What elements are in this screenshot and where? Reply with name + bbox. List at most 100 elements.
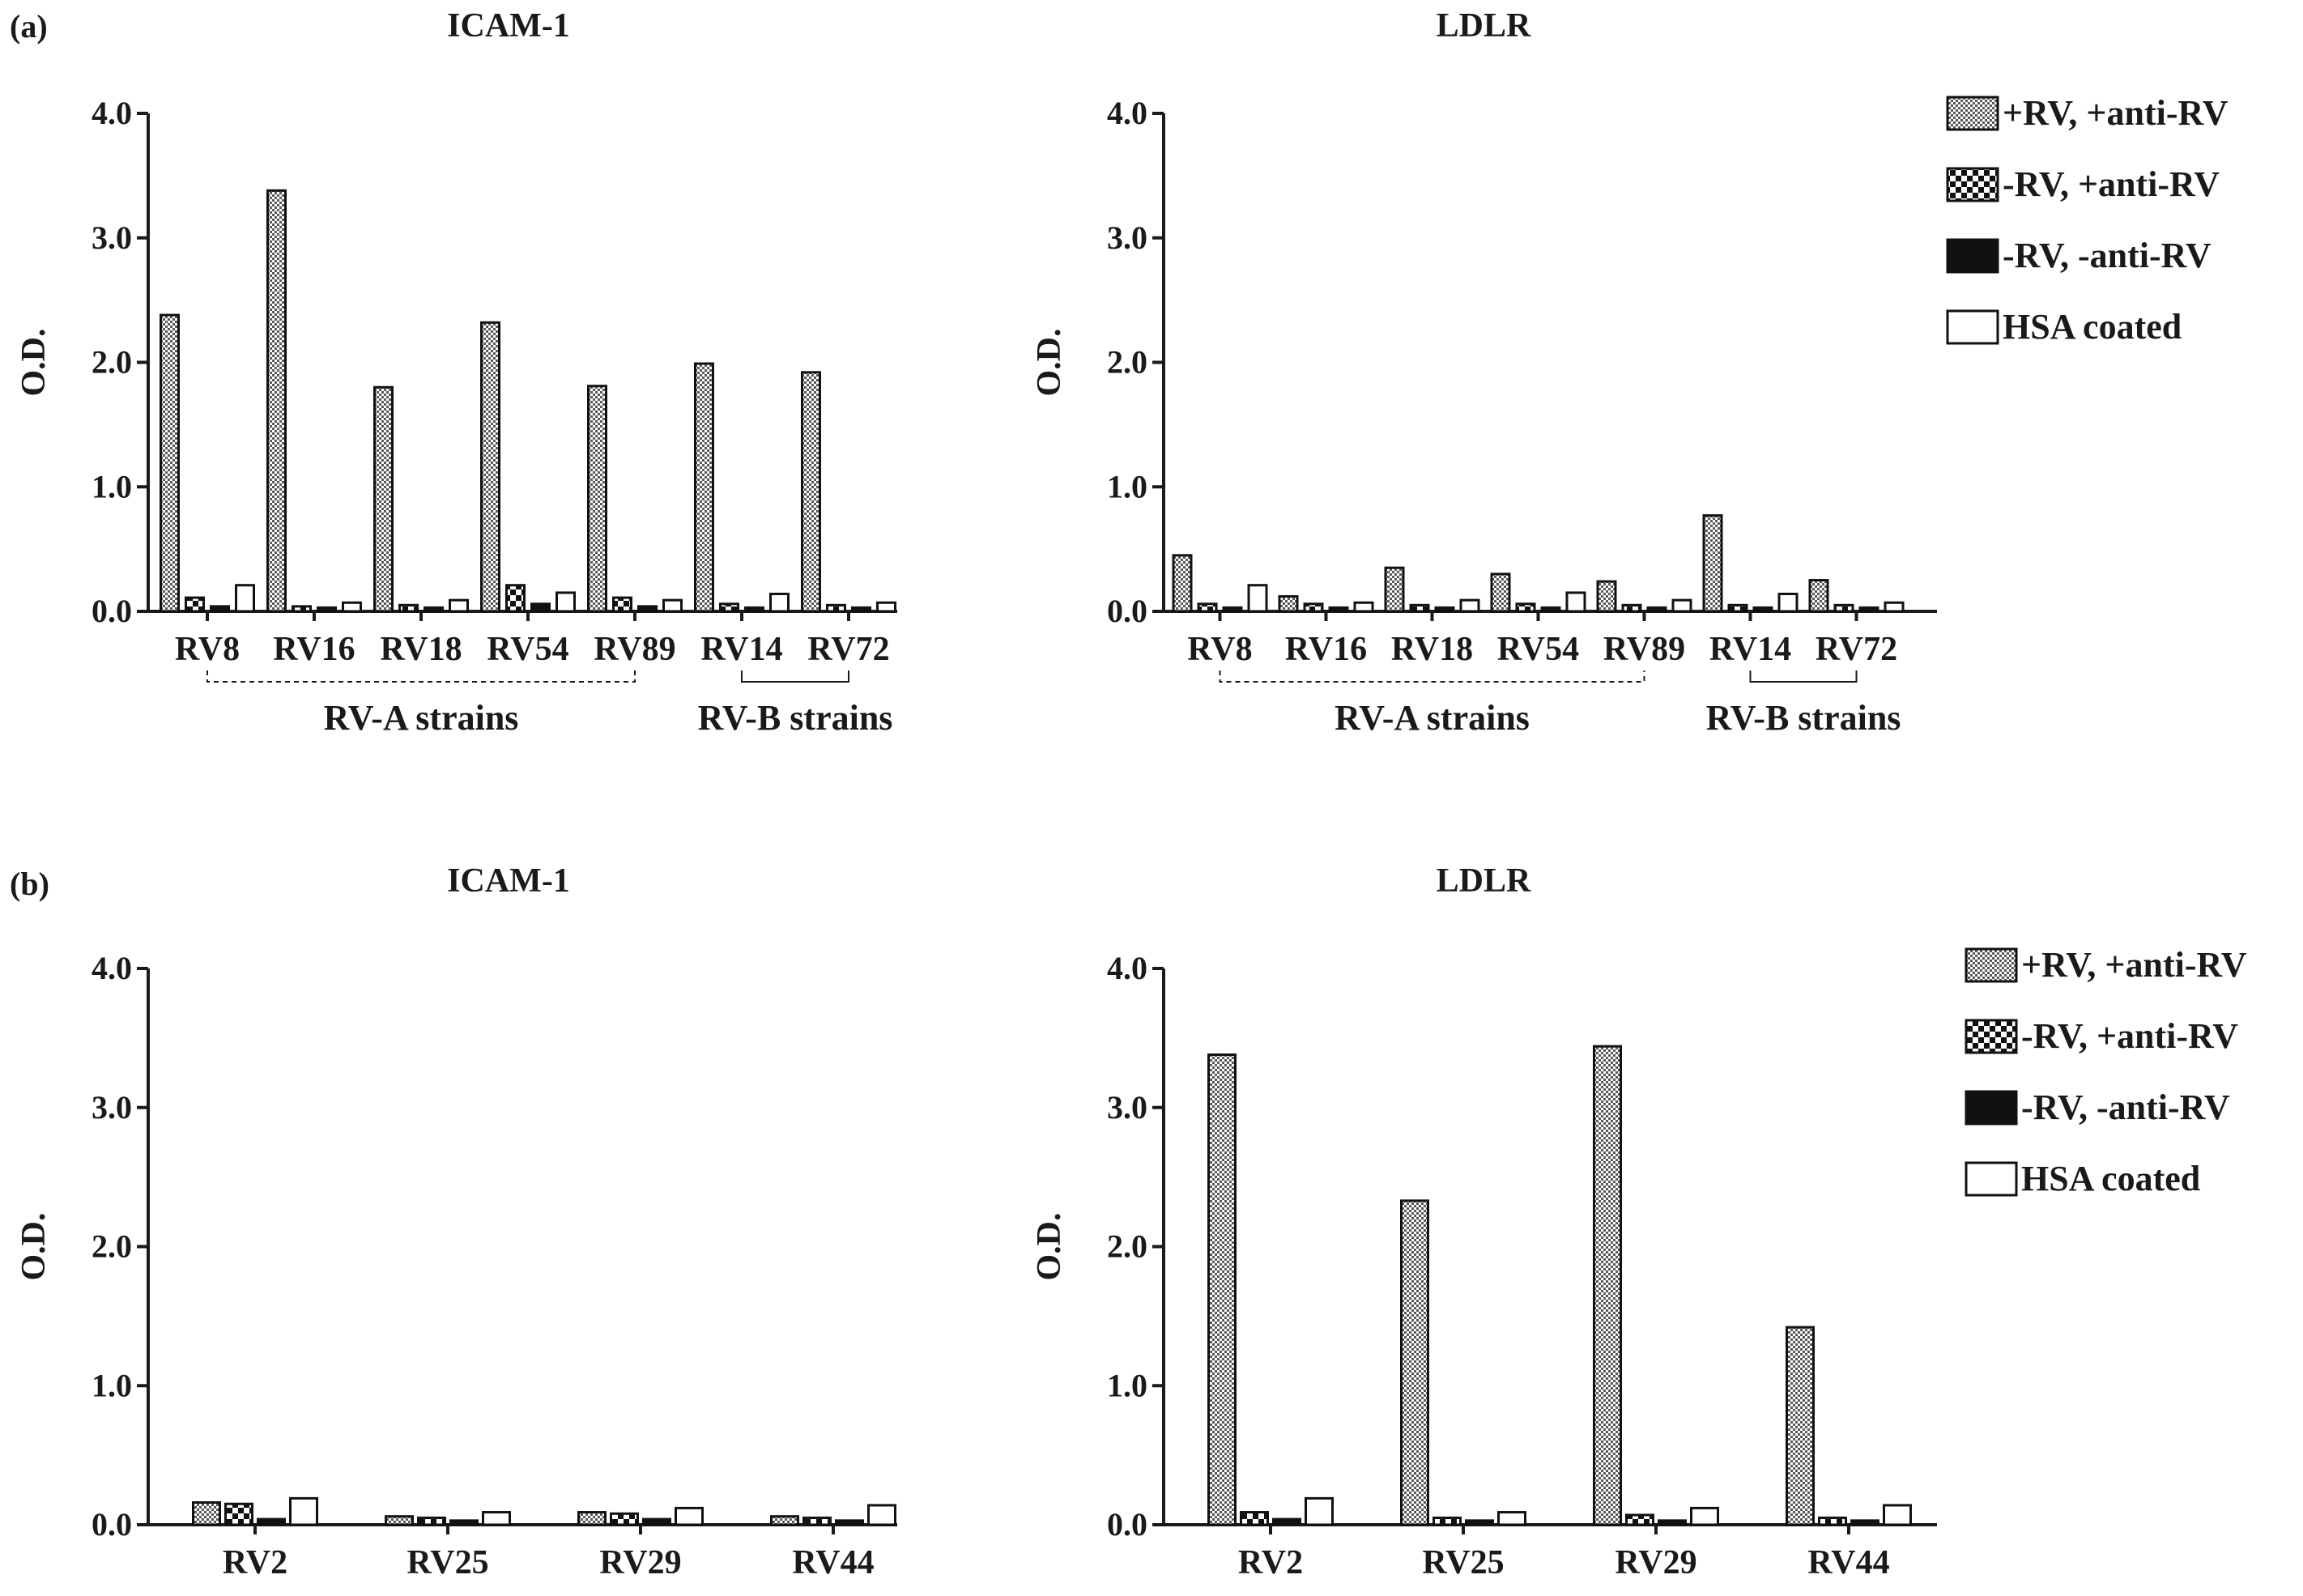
x-tick-label: RV44 <box>1807 1544 1889 1581</box>
bar-RV16-s3 <box>1328 606 1349 613</box>
legend-swatch <box>1946 167 1999 202</box>
charts-layer: ICAM-1 O.D. 0.0 1.0 2.0 3.0 4.0 RV8 RV16 RV18 RV54… <box>15 7 2247 1581</box>
bar-RV14-s4 <box>769 592 790 613</box>
bar-RV8-s3 <box>210 605 230 613</box>
group-label: RV-A strains <box>1335 698 1530 738</box>
y-tick-label: 2.0 <box>92 344 132 381</box>
legend-label: +RV, +anti-RV <box>2021 945 2247 985</box>
bar-RV8-s1 <box>1172 554 1193 613</box>
x-tick-label: RV14 <box>1709 631 1791 668</box>
x-tick-label: RV29 <box>599 1544 681 1581</box>
bar-RV72-s4 <box>876 601 896 613</box>
legend-swatch <box>1965 1161 2018 1197</box>
bar-RV25-s4 <box>482 1511 511 1526</box>
legend-swatch <box>1965 1019 2018 1054</box>
x-tick-label: RV8 <box>175 631 240 668</box>
legend: +RV, +anti-RV -RV, +anti-RV -RV, -anti-RV H… <box>1946 93 2229 347</box>
legend-swatch <box>1946 96 1999 131</box>
bar-RV2-s2 <box>224 1502 253 1526</box>
bar-RV2-s1 <box>192 1501 221 1526</box>
bar-RV8-s4 <box>235 584 255 613</box>
group-bracket <box>1749 670 1858 683</box>
bar-RV16-s2 <box>292 605 312 613</box>
group-bracket <box>1219 670 1645 683</box>
bar-RV8-s2 <box>1197 602 1218 613</box>
legend-label: -RV, +anti-RV <box>2003 164 2220 204</box>
y-tick-label: 2.0 <box>1107 1228 1147 1265</box>
legend-swatch <box>1965 1090 2018 1126</box>
y-tick-label: 3.0 <box>92 219 132 256</box>
bar-RV14-s3 <box>744 606 764 613</box>
bar-RV25-s1 <box>385 1515 414 1526</box>
bar-RV2-s3 <box>1272 1517 1301 1526</box>
bar-RV44-s2 <box>1818 1516 1847 1526</box>
x-tick-label: RV25 <box>1422 1544 1504 1581</box>
group-bracket <box>206 670 636 683</box>
y-tick-label: 4.0 <box>92 95 132 131</box>
y-tick-label: 3.0 <box>1107 1089 1147 1126</box>
bar-RV44-s4 <box>867 1504 896 1526</box>
x-tick-label: RV14 <box>700 631 782 668</box>
bar-RV14-s2 <box>719 602 739 613</box>
legend: +RV, +anti-RV -RV, +anti-RV -RV, -anti-RV H… <box>1965 945 2247 1198</box>
bar-RV16-s2 <box>1303 602 1324 613</box>
bar-RV44-s3 <box>1850 1519 1879 1526</box>
bar-RV29-s2 <box>610 1512 639 1526</box>
chart-b-ldlr: LDLR O.D. 0.0 1.0 2.0 3.0 4.0 RV2 RV25 RV29 RV44 +R… <box>1031 862 2247 1581</box>
y-axis-label: O.D. <box>1031 1213 1068 1281</box>
bar-RV72-s1 <box>801 371 821 613</box>
bar-RV29-s4 <box>675 1506 704 1526</box>
y-tick-label: 0.0 <box>1107 1506 1147 1543</box>
bar-RV25-s2 <box>417 1516 446 1526</box>
bar-RV2-s2 <box>1240 1511 1269 1526</box>
y-tick-label: 2.0 <box>92 1228 132 1265</box>
bar-RV44-s2 <box>802 1516 832 1526</box>
y-tick-label: 2.0 <box>1107 344 1147 381</box>
chart-a-ldlr: LDLR O.D. 0.0 1.0 2.0 3.0 4.0 RV8 RV16 RV18 RV54 RV… <box>1031 7 2229 738</box>
bar-RV25-s4 <box>1497 1511 1526 1526</box>
bar-RV72-s2 <box>1833 603 1854 613</box>
y-tick-label: 3.0 <box>1107 219 1147 256</box>
x-tick-label: RV25 <box>407 1544 488 1581</box>
bar-RV2-s4 <box>289 1496 318 1526</box>
x-tick-label: RV18 <box>1391 631 1473 668</box>
bar-RV54-s2 <box>505 584 526 613</box>
bar-RV54-s1 <box>1490 572 1511 613</box>
group-label: RV-B strains <box>698 698 893 738</box>
bar-RV16-s4 <box>342 601 362 613</box>
chart-b-icam1: ICAM-1 O.D. 0.0 1.0 2.0 3.0 4.0 RV2 RV25 RV29 RV44 <box>15 862 897 1581</box>
legend-label: -RV, -anti-RV <box>2021 1087 2230 1127</box>
bar-RV44-s1 <box>770 1515 799 1526</box>
bar-RV54-s2 <box>1515 602 1536 613</box>
y-axis-label: O.D. <box>15 1213 53 1281</box>
bar-RV44-s3 <box>835 1519 864 1526</box>
bar-RV54-s3 <box>530 602 551 613</box>
bar-RV18-s3 <box>1434 606 1455 613</box>
bar-RV72-s2 <box>826 603 846 613</box>
bar-RV54-s1 <box>480 321 500 613</box>
bar-RV18-s4 <box>1459 598 1480 613</box>
x-tick-label: RV29 <box>1615 1544 1696 1581</box>
bar-RV16-s1 <box>1278 595 1299 613</box>
bar-RV54-s4 <box>556 591 576 613</box>
bar-RV8-s4 <box>1247 584 1268 613</box>
legend-label: +RV, +anti-RV <box>2003 93 2229 133</box>
x-tick-label: RV16 <box>273 631 355 668</box>
x-tick-label: RV72 <box>807 631 889 668</box>
bar-RV14-s3 <box>1752 606 1773 613</box>
x-tick-label: RV89 <box>594 631 675 668</box>
bar-RV2-s3 <box>257 1517 286 1526</box>
legend-label: HSA coated <box>2021 1159 2200 1198</box>
bar-RV72-s3 <box>1858 606 1879 613</box>
chart-a-icam1: ICAM-1 O.D. 0.0 1.0 2.0 3.0 4.0 RV8 RV16 RV18 RV54… <box>15 7 897 738</box>
bar-RV44-s1 <box>1786 1326 1815 1526</box>
bar-RV18-s4 <box>449 598 469 613</box>
bar-RV89-s4 <box>1671 598 1692 613</box>
bar-RV89-s1 <box>1596 580 1617 613</box>
bar-RV8-s2 <box>185 596 205 613</box>
y-tick-label: 1.0 <box>1107 468 1147 504</box>
bar-RV18-s2 <box>1409 603 1430 613</box>
bar-RV25-s3 <box>449 1519 479 1526</box>
legend-swatch <box>1946 309 1999 345</box>
